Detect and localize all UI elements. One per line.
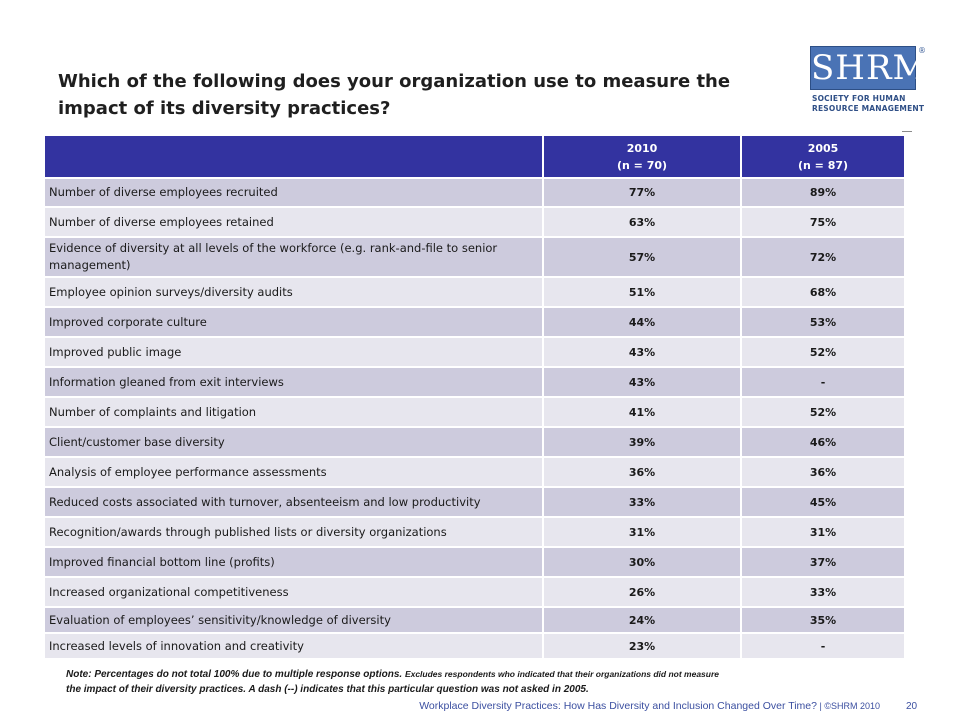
row-value-2010: 26% bbox=[542, 577, 741, 608]
row-value-2010: 57% bbox=[542, 237, 741, 278]
footnote-part-2: Excludes respondents who indicated that … bbox=[404, 669, 720, 679]
row-value-2005: 37% bbox=[740, 547, 904, 578]
footer-copyright: ©SHRM 2010 bbox=[824, 701, 880, 711]
table-row: Client/customer base diversity 39% 46% bbox=[45, 427, 904, 458]
footnote-part-1: Note: Percentages do not total 100% due … bbox=[66, 669, 405, 680]
shrm-logo-text: SHRM bbox=[811, 48, 929, 88]
row-value-2010: 36% bbox=[542, 457, 741, 488]
row-label: Improved financial bottom line (profits) bbox=[45, 547, 543, 578]
table-body: Number of diverse employees recruited 77%… bbox=[45, 178, 904, 660]
row-value-2010: 44% bbox=[542, 307, 741, 338]
slide-title: Which of the following does your organiz… bbox=[58, 71, 731, 119]
row-value-2005: - bbox=[740, 633, 904, 660]
row-value-2010: 43% bbox=[542, 337, 741, 368]
table-row: Reduced costs associated with turnover, … bbox=[45, 487, 904, 518]
header-2005-n: (n = 87) bbox=[797, 158, 849, 172]
row-label: Reduced costs associated with turnover, … bbox=[45, 487, 543, 518]
footer: Workplace Diversity Practices: How Has D… bbox=[419, 700, 880, 712]
table-row: Number of diverse employees retained 63% 7… bbox=[45, 207, 904, 238]
row-value-2005: 46% bbox=[740, 427, 904, 458]
row-value-2005: 35% bbox=[740, 607, 904, 634]
row-value-2005: 52% bbox=[740, 337, 904, 368]
row-label: Increased organizational competitiveness bbox=[45, 577, 543, 608]
row-value-2005: 89% bbox=[740, 178, 904, 208]
header-2010-n: (n = 70) bbox=[616, 158, 668, 172]
row-value-2010: 43% bbox=[542, 367, 741, 398]
row-value-2010: 23% bbox=[542, 633, 741, 660]
row-label: Information gleaned from exit interviews bbox=[45, 367, 543, 398]
row-label: Number of complaints and litigation bbox=[45, 397, 543, 428]
footnote-part-3: the impact of their diversity practices.… bbox=[66, 684, 589, 695]
shrm-logo-line-2: RESOURCE MANAGEMENT bbox=[812, 104, 925, 113]
row-value-2005: 36% bbox=[740, 457, 904, 488]
table-row: Improved financial bottom line (profits)… bbox=[45, 547, 904, 578]
row-value-2005: 75% bbox=[740, 207, 904, 238]
shrm-logo-subtitle: SOCIETY FOR HUMAN RESOURCE MANAGEMENT bbox=[812, 94, 925, 114]
row-label: Employee opinion surveys/diversity audit… bbox=[45, 277, 543, 308]
table-row: Employee opinion surveys/diversity audit… bbox=[45, 277, 904, 308]
row-value-2005: 45% bbox=[740, 487, 904, 518]
table-row: Analysis of employee performance assessm… bbox=[45, 457, 904, 488]
row-value-2010: 41% bbox=[542, 397, 741, 428]
row-label: Analysis of employee performance assessm… bbox=[45, 457, 543, 488]
header-2010: 2010 (n = 70) bbox=[542, 136, 741, 179]
row-label: Improved public image bbox=[45, 337, 543, 368]
table-row: Recognition/awards through published lis… bbox=[45, 517, 904, 548]
table-row: Improved corporate culture 44% 53% bbox=[45, 307, 904, 338]
footer-separator: | bbox=[817, 701, 825, 711]
table-row: Improved public image 43% 52% bbox=[45, 337, 904, 368]
table-row: Number of diverse employees recruited 77%… bbox=[45, 178, 904, 208]
table-row: Information gleaned from exit interviews… bbox=[45, 367, 904, 398]
header-label-column bbox=[45, 136, 543, 179]
results-table: 2010 (n = 70) 2005 (n = 87) Number of di… bbox=[45, 136, 904, 660]
row-value-2010: 39% bbox=[542, 427, 741, 458]
table-row: Increased organizational competitiveness… bbox=[45, 577, 904, 608]
registered-mark: ® bbox=[918, 46, 926, 55]
row-value-2005: - bbox=[740, 367, 904, 398]
table-row: Number of complaints and litigation 41% 52… bbox=[45, 397, 904, 428]
footer-title: Workplace Diversity Practices: How Has D… bbox=[419, 700, 817, 712]
row-label: Client/customer base diversity bbox=[45, 427, 543, 458]
row-value-2005: 52% bbox=[740, 397, 904, 428]
header-2005: 2005 (n = 87) bbox=[740, 136, 904, 179]
row-value-2010: 31% bbox=[542, 517, 741, 548]
header-2010-year: 2010 bbox=[626, 141, 658, 155]
shrm-logo-line-1: SOCIETY FOR HUMAN bbox=[812, 94, 906, 103]
table-row: Evidence of diversity at all levels of t… bbox=[45, 237, 904, 278]
table-row: Increased levels of innovation and creat… bbox=[45, 633, 904, 660]
table-row: Evaluation of employees’ sensitivity/kno… bbox=[45, 607, 904, 634]
row-value-2010: 30% bbox=[542, 547, 741, 578]
row-value-2010: 77% bbox=[542, 178, 741, 208]
row-label: Evidence of diversity at all levels of t… bbox=[45, 237, 543, 278]
page-number: 20 bbox=[906, 701, 918, 712]
logo-divider bbox=[902, 131, 912, 132]
shrm-logo: SHRM ® SOCIETY FOR HUMAN RESOURCE MANAGE… bbox=[810, 46, 929, 128]
row-label: Number of diverse employees retained bbox=[45, 207, 543, 238]
row-value-2005: 68% bbox=[740, 277, 904, 308]
row-label: Evaluation of employees’ sensitivity/kno… bbox=[45, 607, 543, 634]
row-label: Improved corporate culture bbox=[45, 307, 543, 338]
footnote: Note: Percentages do not total 100% due … bbox=[66, 667, 906, 697]
row-value-2005: 72% bbox=[740, 237, 904, 278]
row-value-2005: 33% bbox=[740, 577, 904, 608]
row-value-2010: 63% bbox=[542, 207, 741, 238]
header-2005-year: 2005 bbox=[807, 141, 839, 155]
row-value-2010: 51% bbox=[542, 277, 741, 308]
row-label: Recognition/awards through published lis… bbox=[45, 517, 543, 548]
table-header-row: 2010 (n = 70) 2005 (n = 87) bbox=[45, 136, 904, 179]
shrm-logo-mark: SHRM bbox=[810, 46, 929, 90]
row-label: Number of diverse employees recruited bbox=[45, 178, 543, 208]
row-value-2010: 24% bbox=[542, 607, 741, 634]
row-value-2010: 33% bbox=[542, 487, 741, 518]
row-value-2005: 53% bbox=[740, 307, 904, 338]
row-label: Increased levels of innovation and creat… bbox=[45, 633, 543, 660]
row-value-2005: 31% bbox=[740, 517, 904, 548]
